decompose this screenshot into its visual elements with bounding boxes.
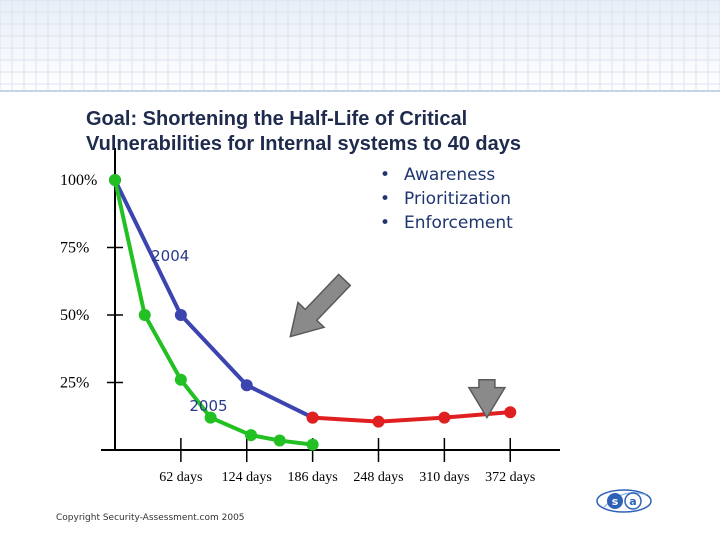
logo-letter: a [629,495,636,508]
data-point [138,309,151,321]
title-line-2: Vulnerabilities for Internal systems to … [86,133,521,155]
data-point [438,411,451,424]
arrow-shape [289,273,352,338]
header-grid-pattern [0,0,720,90]
slide-title: Goal: Shortening the Half-Life of Critic… [86,107,646,157]
y-tick-label: 75% [60,240,89,257]
data-point [109,174,121,186]
x-tick-label: 248 days [353,470,403,485]
bullet-text: Enforcement [404,213,513,233]
data-point [306,411,319,424]
y-tick-label: 50% [60,307,89,324]
bullet-text: Awareness [404,165,496,185]
logo-letter: s [612,495,619,508]
data-point [372,415,385,428]
bullet-item: • Enforcement [380,213,513,233]
data-point [174,373,187,386]
x-tick-label: 186 days [288,470,338,485]
series-annotation: 2004 [151,247,189,265]
bullet-item: • Awareness [380,165,496,185]
bullet-item: • Prioritization [380,189,512,209]
data-point [204,411,217,424]
bullet-text: Prioritization [404,189,512,209]
company-logo: s a [596,489,652,513]
y-tick-label: 100% [60,172,97,189]
x-tick-label: 372 days [485,470,535,485]
series-annotation: 2005 [189,397,227,415]
data-point [306,438,319,451]
series-line [312,410,511,424]
header-divider [0,90,720,92]
x-tick-label: 310 days [419,470,469,485]
y-tick-label: 25% [60,375,89,392]
arrow-shape [467,379,507,420]
data-point [240,379,253,392]
x-tick-label: 62 days [159,470,202,485]
data-point [245,429,257,442]
title-line-1: Goal: Shortening the Half-Life of Critic… [86,108,468,130]
data-point [273,434,286,447]
data-point [174,309,187,321]
copyright-text: Copyright Security-Assessment.com 2005 [56,513,245,523]
series-line [113,179,314,420]
data-point [504,406,517,419]
bullet-list: • Awareness • Prioritization • Enforcement [380,163,513,235]
x-tick-label: 124 days [222,470,272,485]
